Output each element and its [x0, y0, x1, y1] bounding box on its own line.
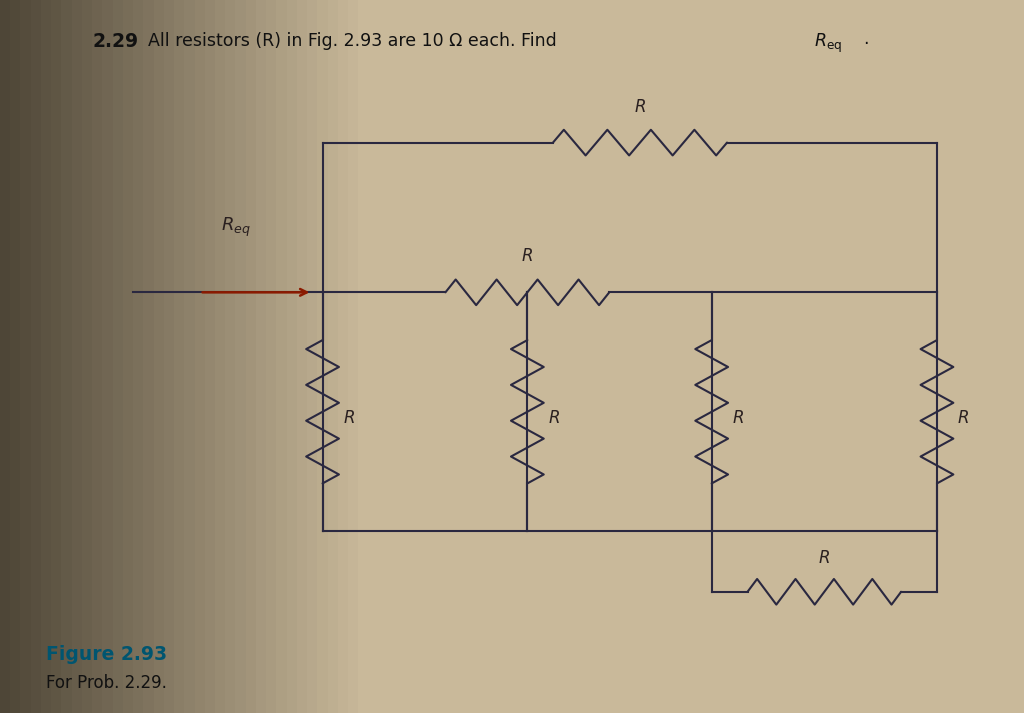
Text: $R$: $R$ — [957, 411, 970, 427]
Text: $R$: $R$ — [521, 248, 534, 265]
Text: For Prob. 2.29.: For Prob. 2.29. — [46, 674, 167, 692]
Text: $R$: $R$ — [818, 550, 830, 567]
Text: 2.29: 2.29 — [92, 32, 138, 51]
Text: $R_{eq}$: $R_{eq}$ — [220, 215, 251, 239]
Text: $R_{\mathrm{eq}}$: $R_{\mathrm{eq}}$ — [814, 32, 843, 56]
Text: $R$: $R$ — [548, 411, 560, 427]
Text: $R$: $R$ — [732, 411, 744, 427]
Text: .: . — [863, 30, 868, 48]
Text: $R$: $R$ — [634, 98, 646, 116]
Text: $R$: $R$ — [343, 411, 355, 427]
Text: Figure 2.93: Figure 2.93 — [46, 645, 167, 665]
Text: All resistors (R) in Fig. 2.93 are 10 Ω each. Find: All resistors (R) in Fig. 2.93 are 10 Ω … — [148, 32, 563, 50]
